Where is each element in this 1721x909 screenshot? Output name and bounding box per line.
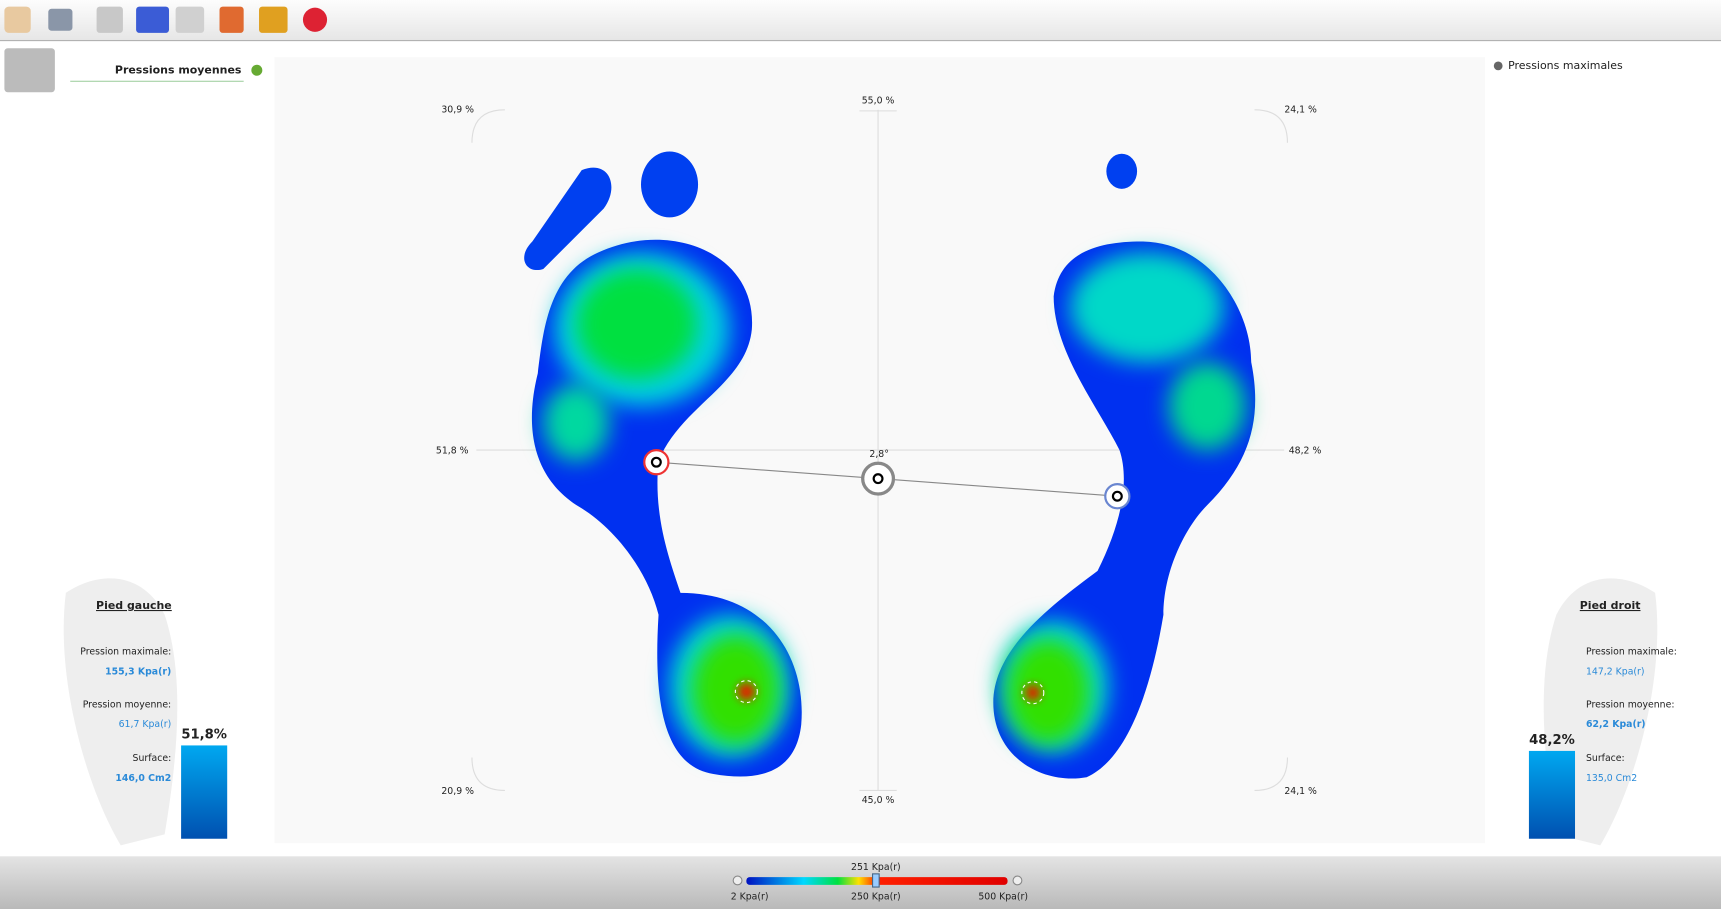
quadrant-label: 24,1 % — [1284, 786, 1317, 797]
panel-label: Pression maximale: — [80, 647, 171, 658]
panel-label: Pression moyenne: — [1586, 699, 1674, 710]
quadrant-label: 51,8 % — [436, 446, 469, 457]
panel-title: Pied gauche — [96, 599, 172, 612]
patient-button[interactable] — [4, 6, 31, 33]
panel-label: Surface: — [133, 753, 172, 764]
footprint-button[interactable] — [136, 6, 170, 33]
toolbar-buttons — [4, 6, 328, 33]
panel-label: Pression maximale: — [1586, 647, 1677, 658]
legend-left: Pressions moyennes — [115, 63, 242, 76]
print-button[interactable] — [48, 8, 73, 31]
scale-label: 250 Kpa(r) — [851, 891, 901, 902]
panel-value: 146,0 Cm2 — [115, 773, 171, 784]
legend-dot[interactable] — [251, 64, 263, 76]
quadrant-label: 24,1 % — [1284, 104, 1317, 115]
scale-plus[interactable] — [1012, 875, 1023, 886]
feet-button[interactable] — [96, 6, 123, 33]
scale-minus[interactable] — [732, 875, 743, 886]
mode-icon[interactable] — [4, 48, 55, 93]
quadrant-label: 55,0 % — [862, 95, 895, 106]
legend-dot[interactable] — [1493, 61, 1503, 71]
panel-value: 147,2 Kpa(r) — [1586, 666, 1645, 677]
share-label: 48,2% — [1529, 733, 1575, 748]
quadrant-label: 45,0 % — [862, 795, 895, 806]
outline-button[interactable] — [175, 6, 205, 33]
panel-value: 61,7 Kpa(r) — [119, 719, 172, 730]
angle-label: 2,8° — [869, 449, 888, 460]
panel-label: Surface: — [1586, 753, 1625, 764]
right-footprint — [993, 153, 1256, 779]
panel-value: 135,0 Cm2 — [1586, 773, 1637, 784]
toolbar — [0, 0, 1721, 41]
share-bar — [1528, 750, 1576, 839]
balance-line — [643, 449, 1131, 510]
panel-title: Pied droit — [1580, 599, 1641, 612]
legend-right: Pressions maximales — [1508, 59, 1623, 72]
view3d-button[interactable] — [219, 6, 244, 33]
scale-slider[interactable] — [872, 873, 880, 888]
share-bar — [181, 745, 228, 839]
left-footprint — [524, 151, 802, 777]
scale-current: 251 Kpa(r) — [851, 862, 901, 873]
share-label: 51,8% — [181, 727, 227, 742]
scale-label: 500 Kpa(r) — [978, 891, 1028, 902]
panel-label: Pression moyenne: — [83, 699, 171, 710]
scale-label: 2 Kpa(r) — [731, 891, 769, 902]
settings-button[interactable] — [259, 6, 288, 33]
panel-value: 155,3 Kpa(r) — [105, 666, 171, 677]
panel-value: 62,2 Kpa(r) — [1586, 719, 1646, 730]
quadrant-label: 30,9 % — [441, 104, 474, 115]
quadrant-label: 20,9 % — [441, 786, 474, 797]
foot-silhouette — [63, 578, 178, 846]
color-button[interactable] — [302, 7, 328, 32]
quadrant-label: 48,2 % — [1289, 446, 1322, 457]
